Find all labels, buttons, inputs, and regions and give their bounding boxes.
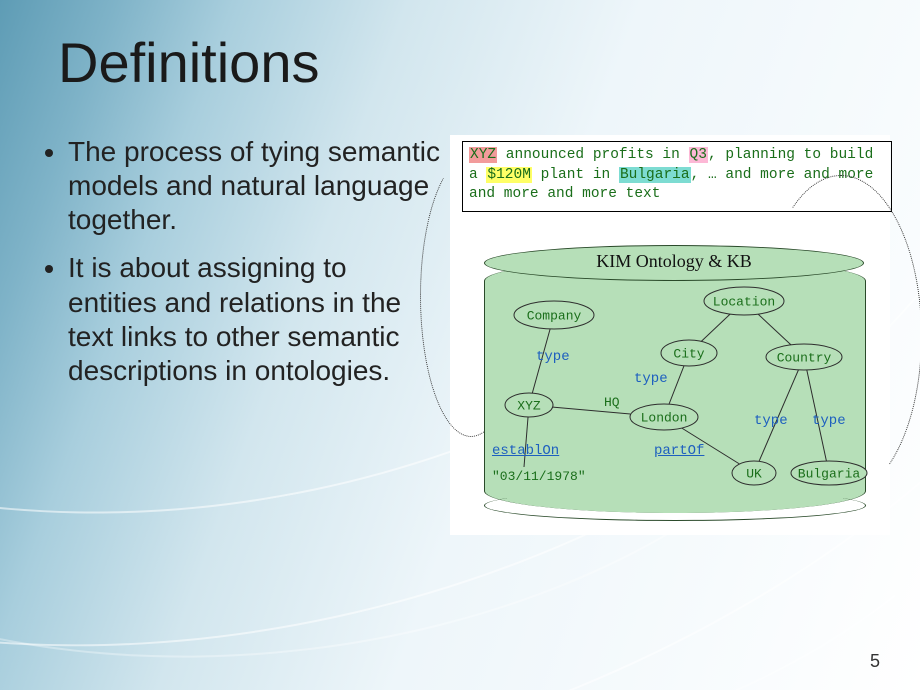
text-fragment: plant in: [532, 167, 619, 183]
page-number: 5: [870, 651, 880, 672]
kb-node-label: Location: [713, 294, 775, 309]
kb-node-label: Bulgaria: [798, 466, 861, 481]
text-fragment: announced profits in: [497, 147, 688, 163]
body-text: The process of tying semantic models and…: [40, 135, 440, 402]
diagram-panel: XYZ announced profits in Q3, planning to…: [450, 135, 890, 535]
rel-partof: partOf: [654, 443, 704, 459]
rel-type-company: type: [536, 349, 570, 365]
rel-type-city: type: [634, 371, 668, 387]
rel-establon: establOn: [492, 443, 559, 459]
slide: Definitions The process of tying semanti…: [0, 0, 920, 690]
rel-hq: HQ: [604, 395, 620, 410]
highlighted-entity: Bulgaria: [619, 167, 691, 183]
kb-cylinder: KIM Ontology & KB CompanyLocationCityCou…: [484, 245, 864, 513]
kb-node-label: London: [641, 410, 688, 425]
bullet-1: The process of tying semantic models and…: [68, 135, 440, 237]
annotated-text-box: XYZ announced profits in Q3, planning to…: [462, 141, 892, 212]
highlighted-entity: XYZ: [469, 147, 497, 163]
highlighted-entity: Q3: [689, 147, 708, 163]
rel-type-uk: type: [754, 413, 788, 429]
bullet-2: It is about assigning to entities and re…: [68, 251, 440, 388]
literal-date: "03/11/1978": [492, 469, 586, 484]
rel-type-bulgaria: type: [812, 413, 846, 429]
kb-node-label: UK: [746, 466, 762, 481]
page-title: Definitions: [58, 30, 319, 95]
kb-node-label: Country: [777, 350, 832, 365]
kb-node-label: City: [673, 346, 704, 361]
kb-node-label: XYZ: [517, 398, 541, 413]
kb-node-label: Company: [527, 308, 582, 323]
highlighted-entity: $120M: [486, 167, 532, 183]
